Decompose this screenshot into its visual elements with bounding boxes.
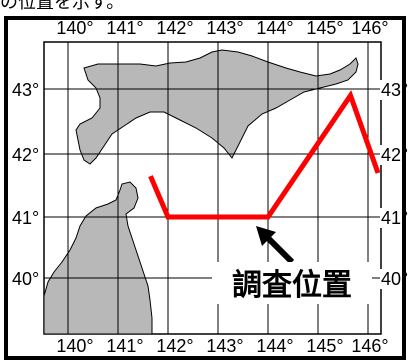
top-longitude-labels: 140° 141° 142° 143° 144° 145° 146° — [56, 18, 388, 38]
left-lat-label: 42° — [12, 145, 39, 165]
left-lat-label: 40° — [12, 269, 39, 289]
hokkaido-land — [75, 49, 359, 165]
map-panel: 調査位置 — [43, 41, 382, 335]
cropped-caption: の位置を示す。 — [0, 0, 124, 13]
top-lon-label: 142° — [156, 18, 193, 38]
right-lat-label: 41° — [381, 208, 408, 228]
land-masses — [43, 49, 359, 335]
top-lon-label: 141° — [106, 18, 143, 38]
right-lat-label: 42° — [381, 145, 408, 165]
bottom-lon-label: 146° — [351, 336, 388, 356]
top-lon-label: 144° — [256, 18, 293, 38]
top-lon-label: 145° — [306, 18, 343, 38]
graticule — [44, 42, 381, 334]
top-lon-label: 143° — [206, 18, 243, 38]
bottom-lon-label: 140° — [56, 336, 93, 356]
right-latitude-labels: 43° 42° 41° 40° — [380, 80, 408, 289]
top-lon-label: 140° — [56, 18, 93, 38]
bottom-lon-label: 143° — [206, 336, 243, 356]
pointer-arrow — [256, 226, 295, 265]
left-lat-label: 43° — [12, 80, 39, 100]
bottom-lon-label: 142° — [156, 336, 193, 356]
survey-track-line — [148, 90, 381, 220]
bottom-lon-label: 144° — [256, 336, 293, 356]
left-latitude-labels: 43° 42° 41° 40° — [10, 80, 42, 289]
survey-location-label: 調査位置 — [232, 268, 352, 303]
honshu-land — [43, 181, 153, 335]
bottom-lon-label: 145° — [306, 336, 343, 356]
left-lat-label: 41° — [12, 208, 39, 228]
bottom-lon-label: 141° — [106, 336, 143, 356]
top-lon-label: 146° — [351, 18, 388, 38]
right-lat-label: 43° — [381, 80, 408, 100]
bottom-longitude-labels: 140° 141° 142° 143° 144° 145° 146° — [56, 336, 388, 356]
right-lat-label: 40° — [381, 269, 408, 289]
annotation-bg — [212, 262, 372, 304]
